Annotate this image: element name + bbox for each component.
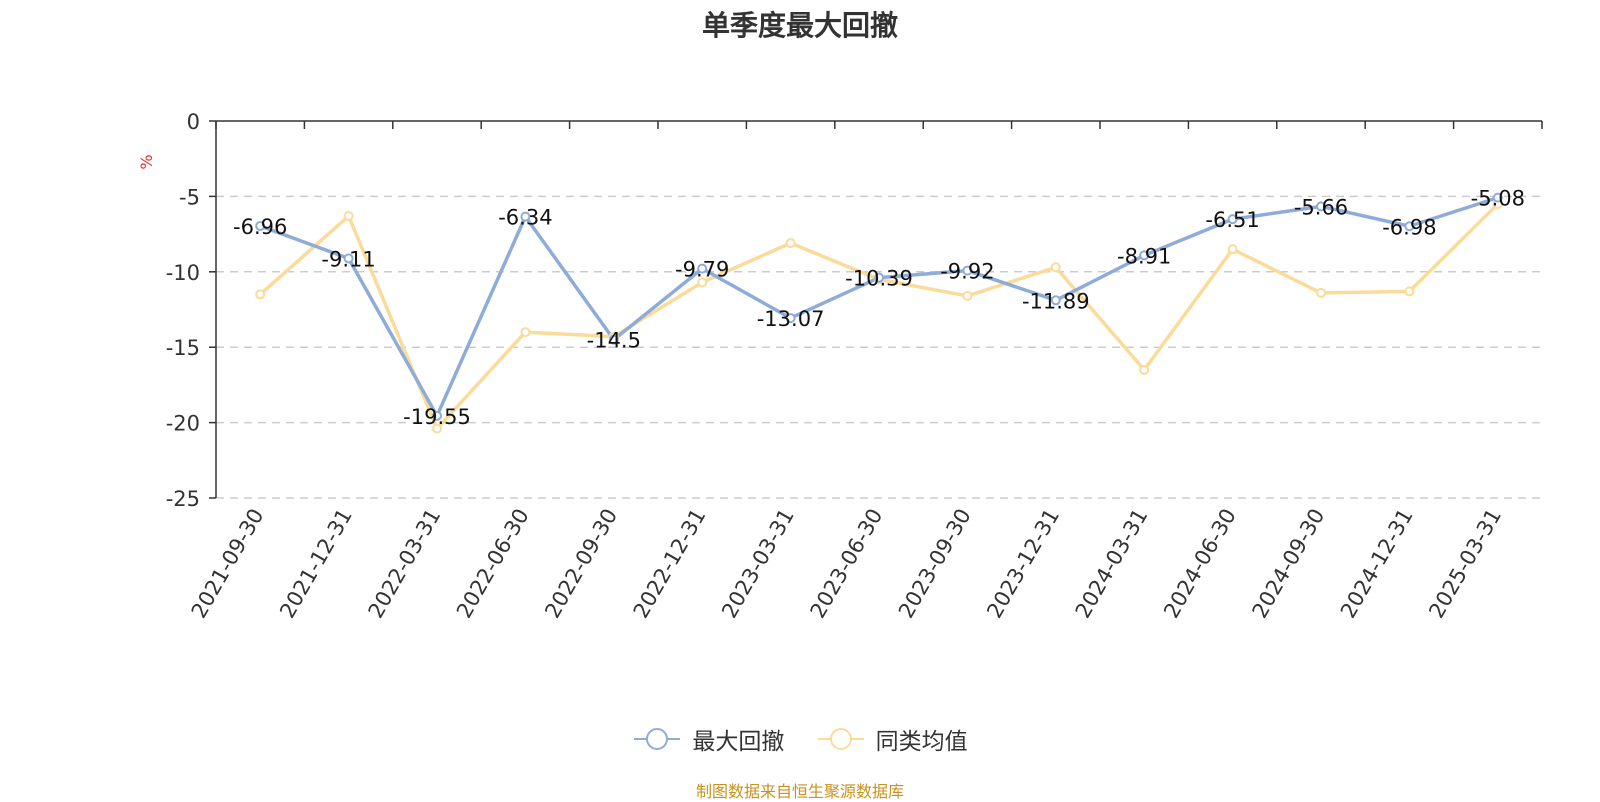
x-tick-label: 2021-09-30: [187, 505, 269, 623]
data-label: -6.34: [498, 206, 552, 230]
point-max-drawdown: [1316, 201, 1326, 212]
y-unit-label: %: [137, 154, 156, 169]
point-peer-average: [962, 290, 973, 301]
x-tick-label: 2023-06-30: [806, 505, 888, 623]
point-peer-average: [1050, 262, 1061, 273]
data-label: -8.91: [1117, 244, 1171, 268]
point-max-drawdown: [343, 253, 354, 264]
point-peer-average: [432, 423, 442, 434]
point-peer-average: [1139, 364, 1150, 375]
point-peer-average: [1404, 286, 1415, 297]
point-peer-average: [343, 211, 354, 222]
point-max-drawdown: [1227, 214, 1238, 225]
x-tick-label: 2024-03-31: [1071, 505, 1153, 623]
point-max-drawdown: [962, 265, 973, 276]
point-max-drawdown: [1492, 192, 1503, 203]
data-labels: -6.96 -9.11 -19.55 -6.34 -14.5 -9.79 -13.07 -10…: [233, 187, 1525, 429]
y-tick-label: -10: [166, 261, 200, 285]
y-tick-label: -25: [166, 487, 200, 511]
point-peer-average: [697, 277, 708, 288]
axes: 0-5-10-15-20-25%2021-09-30 2021-12-31 2022…: [137, 110, 1543, 623]
legend-label-max-drawdown: 最大回撤: [692, 729, 785, 755]
point-max-drawdown: [1139, 250, 1150, 261]
y-tick-label: -15: [166, 336, 200, 360]
x-tick-label: 2022-09-30: [540, 505, 622, 623]
data-label: -6.96: [233, 215, 287, 239]
data-label: -5.66: [1294, 195, 1348, 219]
x-tick-label: 2023-03-31: [717, 505, 799, 623]
legend-item-peer-average[interactable]: 同类均值: [816, 722, 968, 756]
x-tick-label: 2023-09-30: [894, 505, 976, 623]
point-max-drawdown: [432, 410, 442, 421]
data-label: -6.98: [1382, 215, 1436, 239]
grid-lines: [216, 195, 1542, 499]
x-tick-label: 2021-12-31: [275, 505, 357, 623]
x-tick-label: 2023-12-31: [982, 505, 1064, 623]
point-max-drawdown: [785, 313, 796, 324]
point-max-drawdown: [608, 334, 619, 345]
data-label: -5.08: [1471, 187, 1525, 211]
point-max-drawdown: [697, 263, 708, 274]
x-tick-label: 2022-03-31: [364, 505, 446, 623]
point-max-drawdown: [255, 220, 266, 231]
x-tick-label: 2024-12-31: [1336, 505, 1418, 623]
source-note: 制图数据来自恒生聚源数据库: [695, 782, 904, 801]
x-tick-label: 2022-06-30: [452, 505, 534, 623]
point-max-drawdown: [874, 272, 884, 283]
data-label: -9.11: [321, 247, 375, 271]
series-points: [255, 192, 1503, 434]
legend: 最大回撤 同类均值: [0, 722, 1600, 757]
x-tick-label: 2022-12-31: [629, 505, 711, 623]
legend-item-max-drawdown[interactable]: 最大回撤: [632, 722, 784, 756]
data-label: -6.51: [1205, 208, 1259, 232]
point-max-drawdown: [520, 211, 531, 222]
x-tick-label: 2025-03-31: [1424, 505, 1506, 623]
point-peer-average: [1316, 287, 1326, 298]
legend-label-peer-average: 同类均值: [875, 729, 968, 755]
data-label: -10.39: [845, 267, 913, 291]
legend-marker-icon: [817, 728, 864, 750]
y-tick-label: -5: [179, 185, 200, 209]
data-label: -13.07: [757, 307, 825, 331]
point-peer-average: [255, 289, 266, 300]
point-max-drawdown: [1404, 221, 1415, 232]
line-max-drawdown: [259, 195, 1499, 418]
point-peer-average: [520, 327, 531, 338]
data-label: -19.55: [403, 405, 471, 429]
x-tick-label: 2024-09-30: [1248, 505, 1330, 623]
y-tick-label: -20: [166, 412, 200, 436]
legend-marker-icon: [634, 728, 681, 750]
data-label: -9.79: [675, 258, 729, 282]
data-label: -9.92: [940, 260, 994, 284]
point-max-drawdown: [1050, 295, 1061, 306]
y-tick-label: 0: [187, 110, 200, 134]
chart-title: 单季度最大回撤: [701, 9, 898, 42]
series-lines: [259, 195, 1500, 431]
data-label: -14.5: [587, 329, 641, 353]
data-label: -11.89: [1022, 289, 1090, 313]
point-peer-average: [785, 238, 796, 249]
point-peer-average: [1227, 244, 1238, 255]
x-tick-label: 2024-06-30: [1159, 505, 1241, 623]
